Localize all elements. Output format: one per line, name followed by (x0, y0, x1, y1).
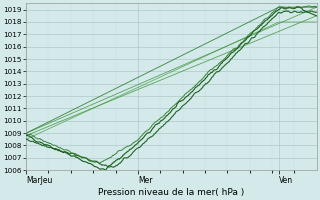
X-axis label: Pression niveau de la mer( hPa ): Pression niveau de la mer( hPa ) (98, 188, 244, 197)
